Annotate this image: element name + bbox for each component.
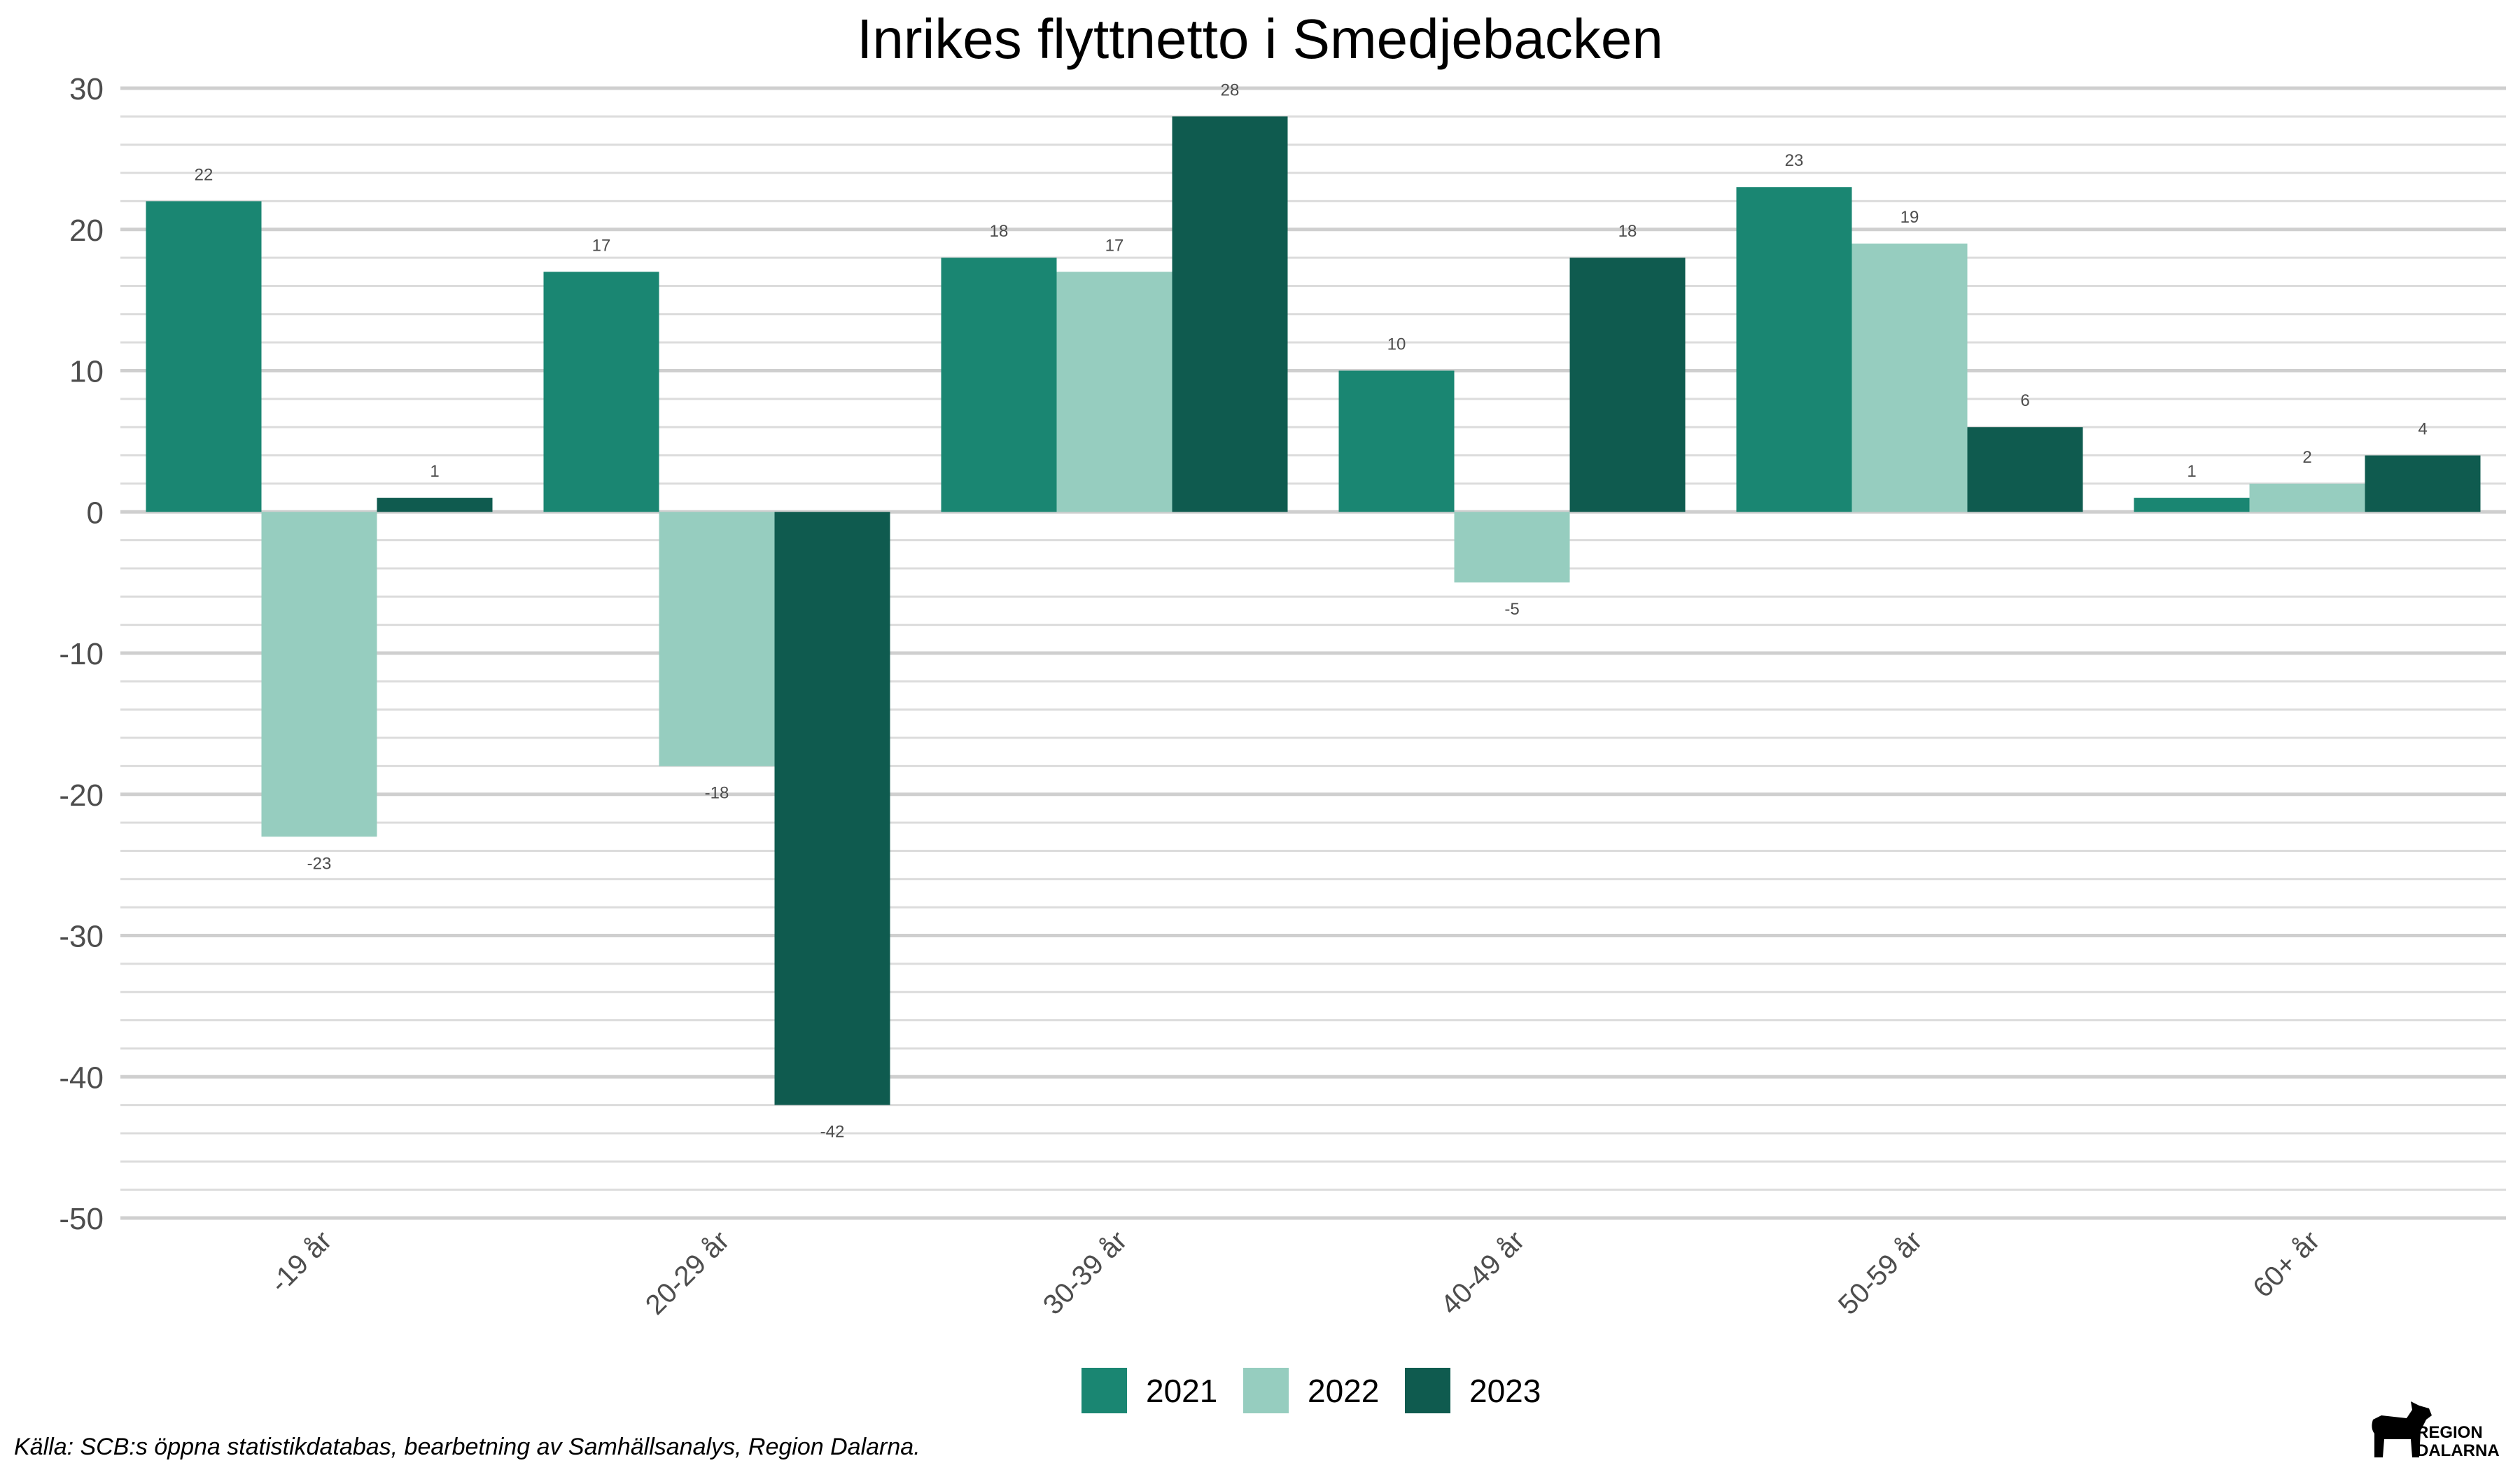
- data-label-2022-4: 19: [1900, 208, 1919, 227]
- x-tick-label: 60+ år: [2247, 1225, 2325, 1303]
- bar-2022-3: [1454, 512, 1570, 583]
- data-label-2023-0: 1: [430, 462, 439, 481]
- bar-2021-4: [1736, 187, 1852, 512]
- legend-swatch-2023: [1405, 1368, 1450, 1413]
- data-label-2023-2: 28: [1221, 80, 1240, 99]
- bar-2022-2: [1056, 272, 1172, 512]
- data-label-2021-1: 17: [592, 236, 611, 255]
- bar-2023-0: [377, 498, 493, 512]
- x-tick-label: 20-29 år: [640, 1225, 735, 1320]
- legend-label-2021: 2021: [1146, 1373, 1217, 1409]
- y-tick-label: 0: [87, 496, 104, 530]
- x-axis-ticks: -19 år 20-29 år 30-39 år 40-49 år 50-59 år 60…: [264, 1225, 2325, 1320]
- bar-2022-0: [261, 512, 377, 837]
- bar-2021-1: [543, 272, 659, 512]
- legend-label-2022: 2022: [1308, 1373, 1379, 1409]
- x-tick-label: 30-39 år: [1037, 1225, 1133, 1320]
- data-label-2022-5: 2: [2302, 448, 2311, 467]
- bar-2021-3: [1338, 370, 1455, 512]
- bar-2022-5: [2249, 483, 2365, 512]
- data-label-2022-3: -5: [1504, 600, 1519, 619]
- x-tick-label: 40-49 år: [1435, 1225, 1530, 1320]
- data-label-2021-3: 10: [1387, 335, 1406, 354]
- bar-2023-3: [1569, 258, 1686, 512]
- source-caption: Källa: SCB:s öppna statistikdatabas, bea…: [14, 1434, 920, 1460]
- bar-2021-2: [941, 258, 1057, 512]
- data-label-2021-2: 18: [990, 222, 1009, 241]
- bars: [146, 116, 2481, 1105]
- legend-swatch-2021: [1082, 1368, 1127, 1413]
- region-dalarna-logo: REGION DALARNA: [2372, 1401, 2500, 1460]
- dala-horse-icon: [2372, 1401, 2432, 1457]
- data-label-2023-3: 18: [1618, 222, 1637, 241]
- logo-text-line1: REGION: [2416, 1423, 2483, 1442]
- bar-2021-5: [2134, 498, 2250, 512]
- gridlines: [120, 86, 2506, 1220]
- bar-2022-4: [1851, 243, 1968, 512]
- bar-2023-5: [2365, 455, 2481, 512]
- chart-title: Inrikes flyttnetto i Smedjebacken: [857, 8, 1663, 70]
- data-label-2022-1: -18: [705, 783, 729, 802]
- y-tick-label: -40: [59, 1060, 104, 1095]
- y-tick-label: -30: [59, 920, 104, 954]
- logo-text-line2: DALARNA: [2416, 1441, 2500, 1460]
- y-tick-label: 20: [69, 214, 104, 248]
- data-label-2023-5: 4: [2418, 420, 2427, 439]
- y-axis-ticks: 30 20 10 0 -10 -20 -30 -40 -50: [59, 72, 104, 1236]
- data-labels: 22 -23 1 17 -18 -42 18 17 28 10 -5 18 23 19 6 1 2 4: [195, 80, 2428, 1141]
- y-tick-label: -50: [59, 1202, 104, 1236]
- data-label-2022-0: -23: [307, 854, 332, 873]
- bar-2023-1: [774, 512, 890, 1105]
- legend: 2021 2022 2023: [1082, 1368, 1541, 1413]
- data-label-2021-5: 1: [2187, 462, 2196, 481]
- data-label-2021-4: 23: [1785, 151, 1804, 170]
- legend-swatch-2022: [1243, 1368, 1289, 1413]
- y-tick-label: 30: [69, 72, 104, 106]
- data-label-2021-0: 22: [195, 165, 214, 184]
- data-label-2023-4: 6: [2020, 391, 2029, 410]
- data-label-2022-2: 17: [1105, 236, 1124, 255]
- y-tick-label: -10: [59, 637, 104, 671]
- bar-2023-4: [1967, 427, 2083, 512]
- bar-2022-1: [659, 512, 775, 766]
- legend-label-2023: 2023: [1469, 1373, 1541, 1409]
- bar-2023-2: [1172, 116, 1288, 512]
- data-label-2023-1: -42: [820, 1123, 845, 1142]
- bar-2021-0: [146, 201, 262, 512]
- x-tick-label: -19 år: [264, 1225, 337, 1298]
- x-tick-label: 50-59 år: [1833, 1225, 1928, 1320]
- y-tick-label: -20: [59, 778, 104, 813]
- y-tick-label: 10: [69, 355, 104, 389]
